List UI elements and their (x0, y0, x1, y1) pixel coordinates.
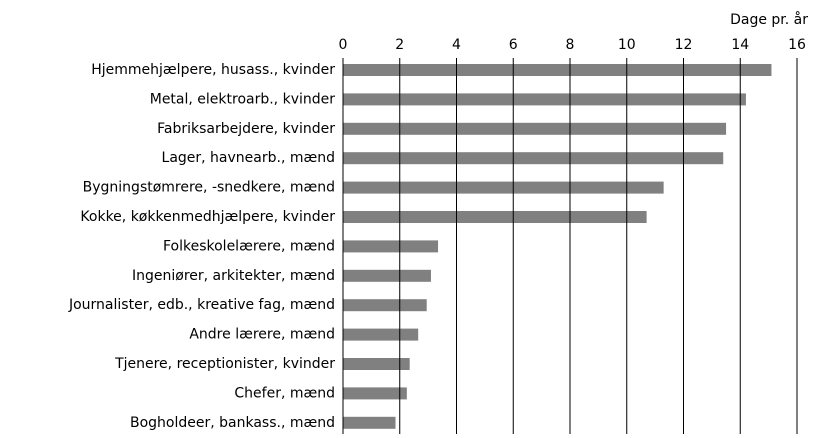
bar (343, 358, 410, 370)
bar (343, 181, 664, 194)
x-tick-label: 6 (509, 37, 518, 53)
x-tick-label: 12 (675, 37, 693, 53)
category-label: Lager, havnearb., mænd (162, 150, 335, 166)
x-tick-label: 8 (566, 37, 575, 53)
bar (343, 211, 647, 223)
bar (343, 240, 439, 253)
bar (343, 387, 407, 400)
category-label: Metal, elektroarb., kvinder (150, 91, 336, 107)
bar (343, 269, 431, 282)
bar (343, 64, 772, 76)
bar (343, 328, 419, 341)
category-label: Journalister, edb., kreative fag, mænd (68, 297, 335, 313)
category-label: Bogholdeer, bankass., mænd (130, 415, 335, 431)
category-label: Kokke, køkkenmedhjælpere, kvinder (80, 209, 335, 225)
category-label: Bygningstømrere, -snedkere, mænd (83, 180, 335, 196)
x-tick-label: 14 (731, 37, 749, 53)
category-label: Andre lærere, mænd (189, 327, 335, 343)
category-label: Tjenere, receptionister, kvinder (114, 356, 335, 372)
bar (343, 416, 396, 429)
x-tick-label: 10 (618, 37, 636, 53)
category-label: Chefer, mænd (234, 385, 335, 401)
x-tick-label: 2 (395, 37, 404, 53)
bar (343, 299, 427, 312)
x-tick-label: 4 (452, 37, 461, 53)
category-label: Hjemmehjælpere, husass., kvinder (91, 62, 335, 78)
x-tick-label: 0 (339, 37, 348, 53)
category-label: Fabriksarbejdere, kvinder (157, 121, 335, 137)
category-label: Ingeniører, arkitekter, mænd (132, 268, 335, 284)
bar (343, 93, 746, 106)
category-label: Folkeskolelærere, mænd (163, 238, 335, 254)
bar (343, 122, 727, 135)
x-tick-label: 16 (788, 37, 806, 53)
axis-label: Dage pr. år (730, 11, 808, 28)
bar (343, 152, 724, 165)
